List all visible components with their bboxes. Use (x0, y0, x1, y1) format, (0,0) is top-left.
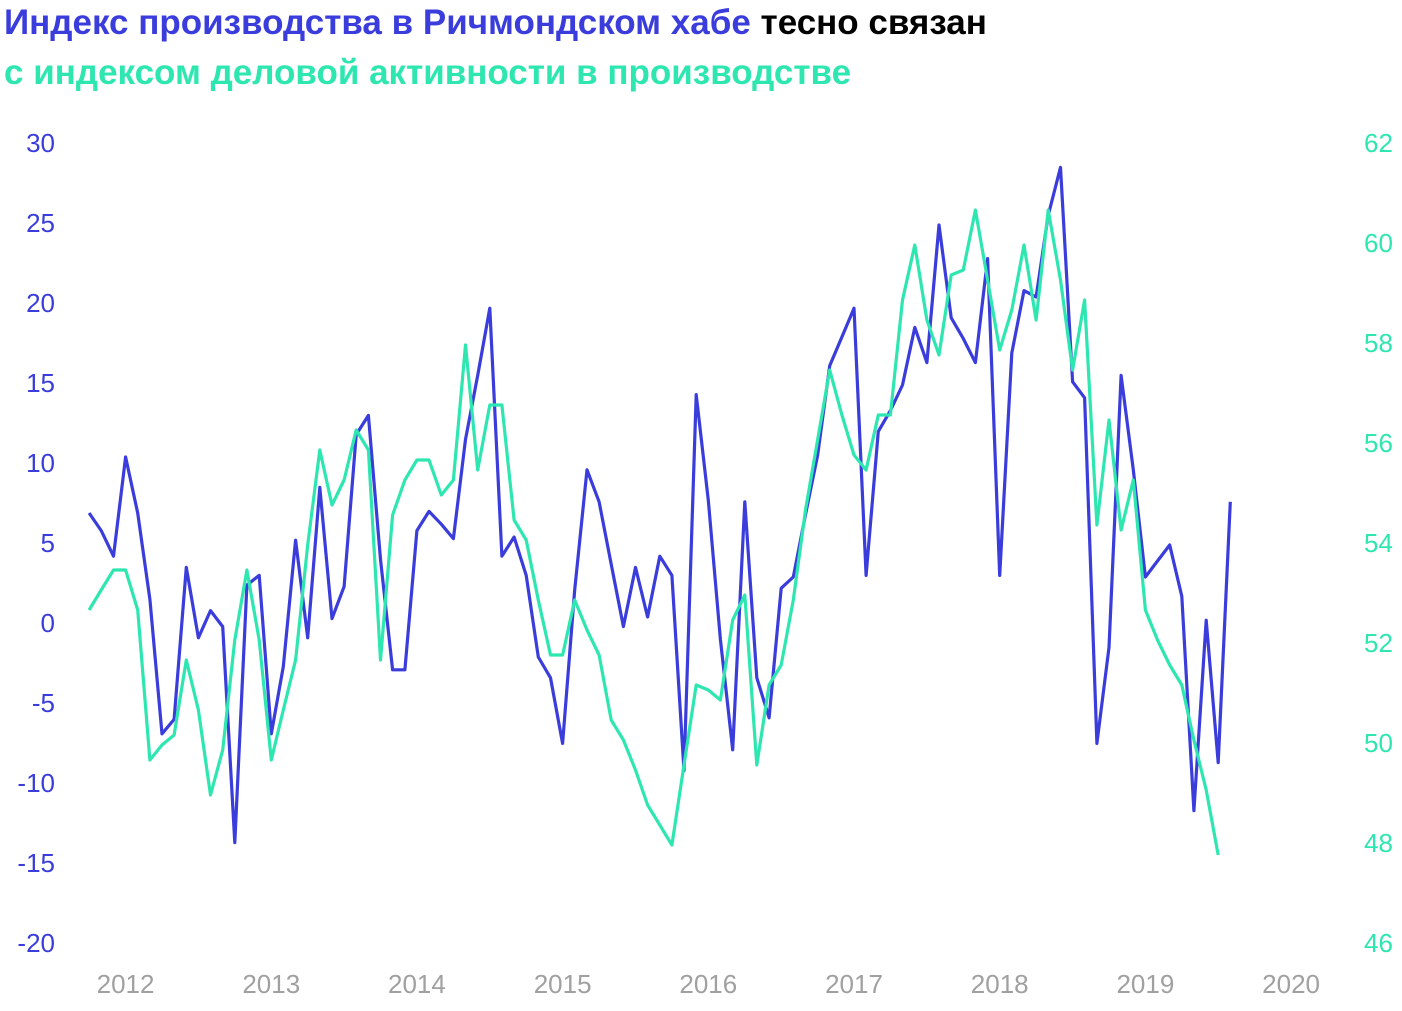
y2-tick-label: 54 (1364, 528, 1393, 558)
x-tick-label: 2018 (971, 969, 1029, 999)
chart-title: с индексом деловой активности в производ… (4, 53, 851, 92)
data-line (87, 208, 1220, 856)
title-part: с индексом деловой активности в производ… (4, 53, 851, 92)
x-tick-label: 2017 (825, 969, 883, 999)
y2-tick-label: 62 (1364, 128, 1393, 158)
y-tick-label: -15 (17, 848, 55, 878)
x-tick-label: 2016 (679, 969, 737, 999)
x-tick-label: 2014 (388, 969, 446, 999)
y-tick-label: -20 (17, 928, 55, 958)
y2-tick-label: 60 (1364, 228, 1393, 258)
y-tick-label: 20 (26, 288, 55, 318)
title-part: тесно связан (761, 3, 987, 42)
x-tick-label: 2020 (1262, 969, 1320, 999)
y2-tick-label: 48 (1364, 828, 1393, 858)
y-tick-label: 10 (26, 448, 55, 478)
y-tick-label: 30 (26, 128, 55, 158)
y-tick-label: 5 (41, 528, 55, 558)
x-tick-label: 2019 (1116, 969, 1174, 999)
x-tick-label: 2015 (534, 969, 592, 999)
y2-tick-label: 50 (1364, 728, 1393, 758)
y-tick-label: -5 (32, 688, 55, 718)
y-tick-label: 0 (41, 608, 55, 638)
y2-tick-label: 58 (1364, 328, 1393, 358)
x-tick-label: 2012 (97, 969, 155, 999)
y2-tick-label: 56 (1364, 428, 1393, 458)
y-tick-label: 25 (26, 208, 55, 238)
title-part: Индекс производства в Ричмондском хабе (4, 3, 751, 42)
y2-tick-label: 52 (1364, 628, 1393, 658)
y2-tick-label: 46 (1364, 928, 1393, 958)
x-tick-label: 2013 (242, 969, 300, 999)
y-tick-label: -10 (17, 768, 55, 798)
y-tick-label: 15 (26, 368, 55, 398)
chart-title: Индекс производства в Ричмондском хабе т… (4, 3, 987, 42)
